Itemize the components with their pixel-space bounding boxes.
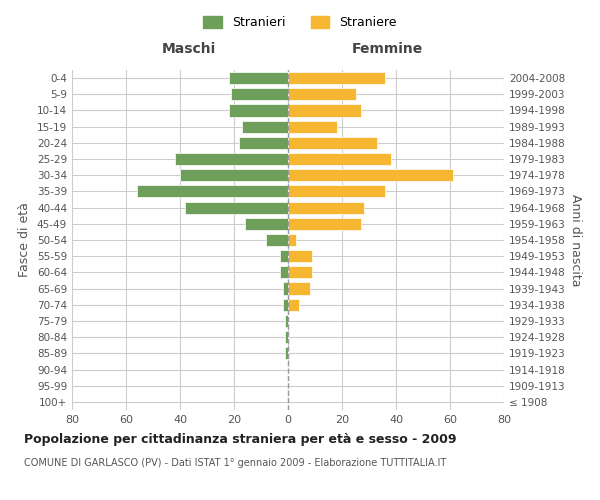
Bar [229, 72, 288, 84]
Bar [242, 120, 288, 132]
Bar [288, 250, 313, 262]
Bar [288, 186, 385, 198]
Bar [283, 282, 288, 294]
Bar [288, 282, 310, 294]
Bar [288, 104, 361, 117]
Bar [286, 331, 288, 343]
Bar [288, 137, 377, 149]
Bar [137, 186, 288, 198]
Bar [288, 234, 296, 246]
Y-axis label: Fasce di età: Fasce di età [19, 202, 31, 278]
Bar [288, 169, 453, 181]
Text: Femmine: Femmine [352, 42, 423, 56]
Bar [288, 202, 364, 213]
Bar [229, 104, 288, 117]
Bar [180, 169, 288, 181]
Legend: Stranieri, Straniere: Stranieri, Straniere [198, 11, 402, 34]
Bar [266, 234, 288, 246]
Bar [288, 298, 299, 311]
Y-axis label: Anni di nascita: Anni di nascita [569, 194, 582, 286]
Bar [280, 250, 288, 262]
Bar [288, 72, 385, 84]
Bar [245, 218, 288, 230]
Bar [286, 348, 288, 360]
Text: Maschi: Maschi [161, 42, 216, 56]
Bar [288, 218, 361, 230]
Bar [239, 137, 288, 149]
Bar [288, 120, 337, 132]
Bar [280, 266, 288, 278]
Bar [286, 315, 288, 327]
Bar [185, 202, 288, 213]
Text: Popolazione per cittadinanza straniera per età e sesso - 2009: Popolazione per cittadinanza straniera p… [24, 432, 457, 446]
Bar [283, 298, 288, 311]
Bar [288, 266, 313, 278]
Bar [232, 88, 288, 101]
Text: COMUNE DI GARLASCO (PV) - Dati ISTAT 1° gennaio 2009 - Elaborazione TUTTITALIA.I: COMUNE DI GARLASCO (PV) - Dati ISTAT 1° … [24, 458, 446, 468]
Bar [288, 153, 391, 165]
Bar [288, 88, 355, 101]
Bar [175, 153, 288, 165]
